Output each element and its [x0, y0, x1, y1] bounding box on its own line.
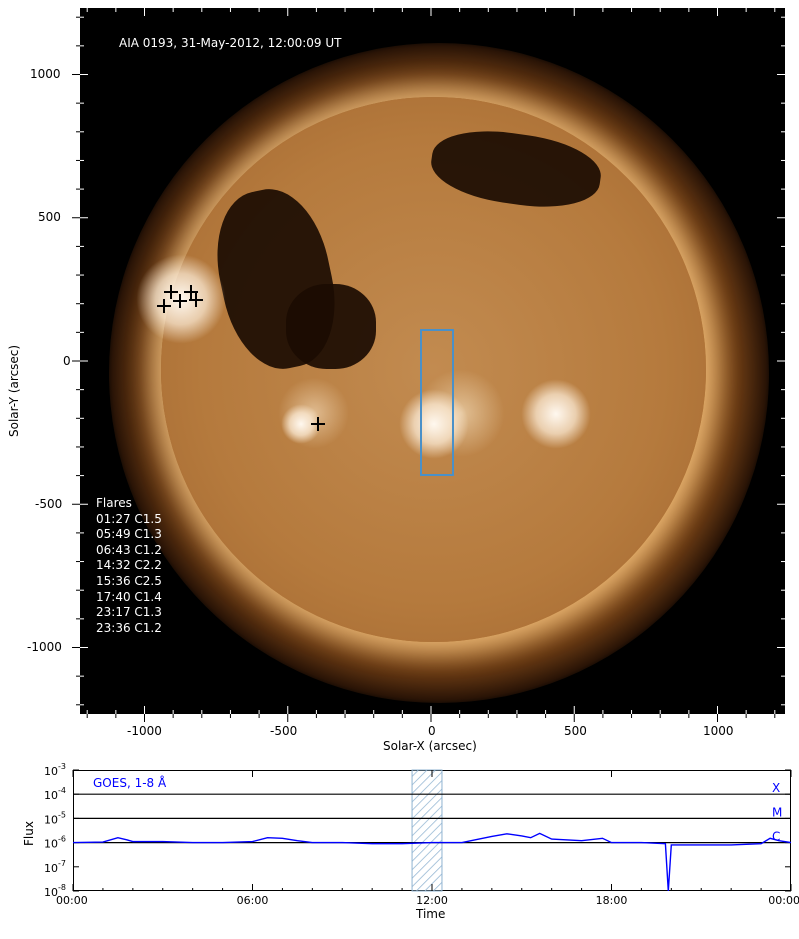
- goes-flux-line: [72, 832, 792, 892]
- goes-y-axis-title: Flux: [22, 821, 36, 846]
- flare-marker: [189, 293, 203, 307]
- goes-x-tick-label: 12:00: [416, 894, 448, 907]
- flare-entry: 01:27 C1.5: [96, 511, 162, 526]
- goes-x-tick-label: 06:00: [237, 894, 269, 907]
- flare-marker: [157, 299, 171, 313]
- y-tick-label: -500: [35, 497, 63, 511]
- active-region-center: [399, 389, 469, 459]
- goes-y-tick-label: 10-5: [44, 810, 66, 826]
- goes-x-tick-label: 00:00: [56, 894, 88, 907]
- solar-disk: [161, 97, 706, 642]
- goes-legend: GOES, 1-8 Å: [93, 775, 167, 790]
- flare-entry: 05:49 C1.3: [96, 527, 162, 542]
- goes-y-tick-label: 10-6: [44, 835, 66, 851]
- region-of-interest-box: [420, 329, 454, 476]
- flare-list-heading: Flares: [96, 496, 132, 510]
- y-tick-label: -1000: [27, 640, 62, 654]
- y-tick-label: 500: [38, 210, 61, 224]
- goes-y-tick-label: 10-7: [44, 859, 66, 875]
- flare-entry: 17:40 C1.4: [96, 589, 162, 604]
- goes-y-tick-label: 10-4: [44, 786, 66, 802]
- observation-window: [411, 769, 443, 892]
- goes-x-tick-label: 18:00: [596, 894, 628, 907]
- flare-entry: 23:36 C1.2: [96, 620, 162, 635]
- y-tick-label: 0: [63, 354, 71, 368]
- x-tick-label: 500: [564, 724, 587, 738]
- flare-entry: 15:36 C2.5: [96, 573, 162, 588]
- flare-marker: [311, 417, 325, 431]
- flare-entry: 23:17 C1.3: [96, 605, 162, 620]
- goes-x-tick-label: 00:00: [768, 894, 799, 907]
- x-tick-label: -1000: [127, 724, 162, 738]
- flare-class-label: M: [772, 805, 782, 819]
- flare-entry: 14:32 C2.2: [96, 558, 162, 573]
- image-title: AIA 0193, 31-May-2012, 12:00:09 UT: [119, 36, 342, 50]
- flare-marker: [164, 285, 178, 299]
- flare-class-label: C: [772, 830, 780, 844]
- x-axis-title: Solar-X (arcsec): [383, 739, 477, 753]
- solar-image-axes: [72, 8, 785, 722]
- x-tick-label: 0: [428, 724, 436, 738]
- flare-marker: [173, 294, 187, 308]
- goes-x-axis-title: Time: [416, 907, 446, 921]
- goes-y-tick-label: 10-3: [44, 762, 66, 778]
- solar-image: AIA 0193, 31-May-2012, 12:00:09 UT Flare…: [80, 8, 785, 714]
- active-region-east-limb: [136, 254, 226, 344]
- active-region-west: [521, 379, 591, 449]
- flare-marker: [184, 285, 198, 299]
- x-tick-label: 1000: [703, 724, 734, 738]
- coronal-hole-east-lower: [286, 284, 376, 369]
- flare-entry: 06:43 C1.2: [96, 542, 162, 557]
- flare-class-label: X: [772, 781, 780, 795]
- y-tick-label: 1000: [30, 67, 61, 81]
- x-tick-label: -500: [270, 724, 298, 738]
- flare-list: Flares 01:27 C1.5 05:49 C1.3 06:43 C1.2 …: [96, 496, 162, 636]
